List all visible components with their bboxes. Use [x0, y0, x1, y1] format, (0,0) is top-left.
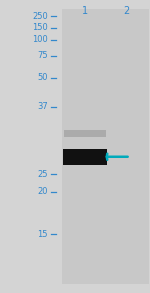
Text: 50: 50	[38, 73, 48, 82]
Bar	[64, 130, 106, 137]
Text: 75: 75	[37, 51, 48, 60]
Bar	[104, 9, 149, 284]
Bar	[62, 9, 107, 284]
Text: 37: 37	[37, 103, 48, 111]
Text: 2: 2	[124, 6, 130, 16]
Text: 15: 15	[38, 230, 48, 239]
Text: 25: 25	[38, 170, 48, 179]
Text: 1: 1	[82, 6, 88, 16]
Bar	[63, 149, 106, 165]
Text: 150: 150	[32, 23, 48, 32]
Text: 100: 100	[32, 35, 48, 44]
Text: 250: 250	[32, 12, 48, 21]
Text: 20: 20	[38, 188, 48, 196]
